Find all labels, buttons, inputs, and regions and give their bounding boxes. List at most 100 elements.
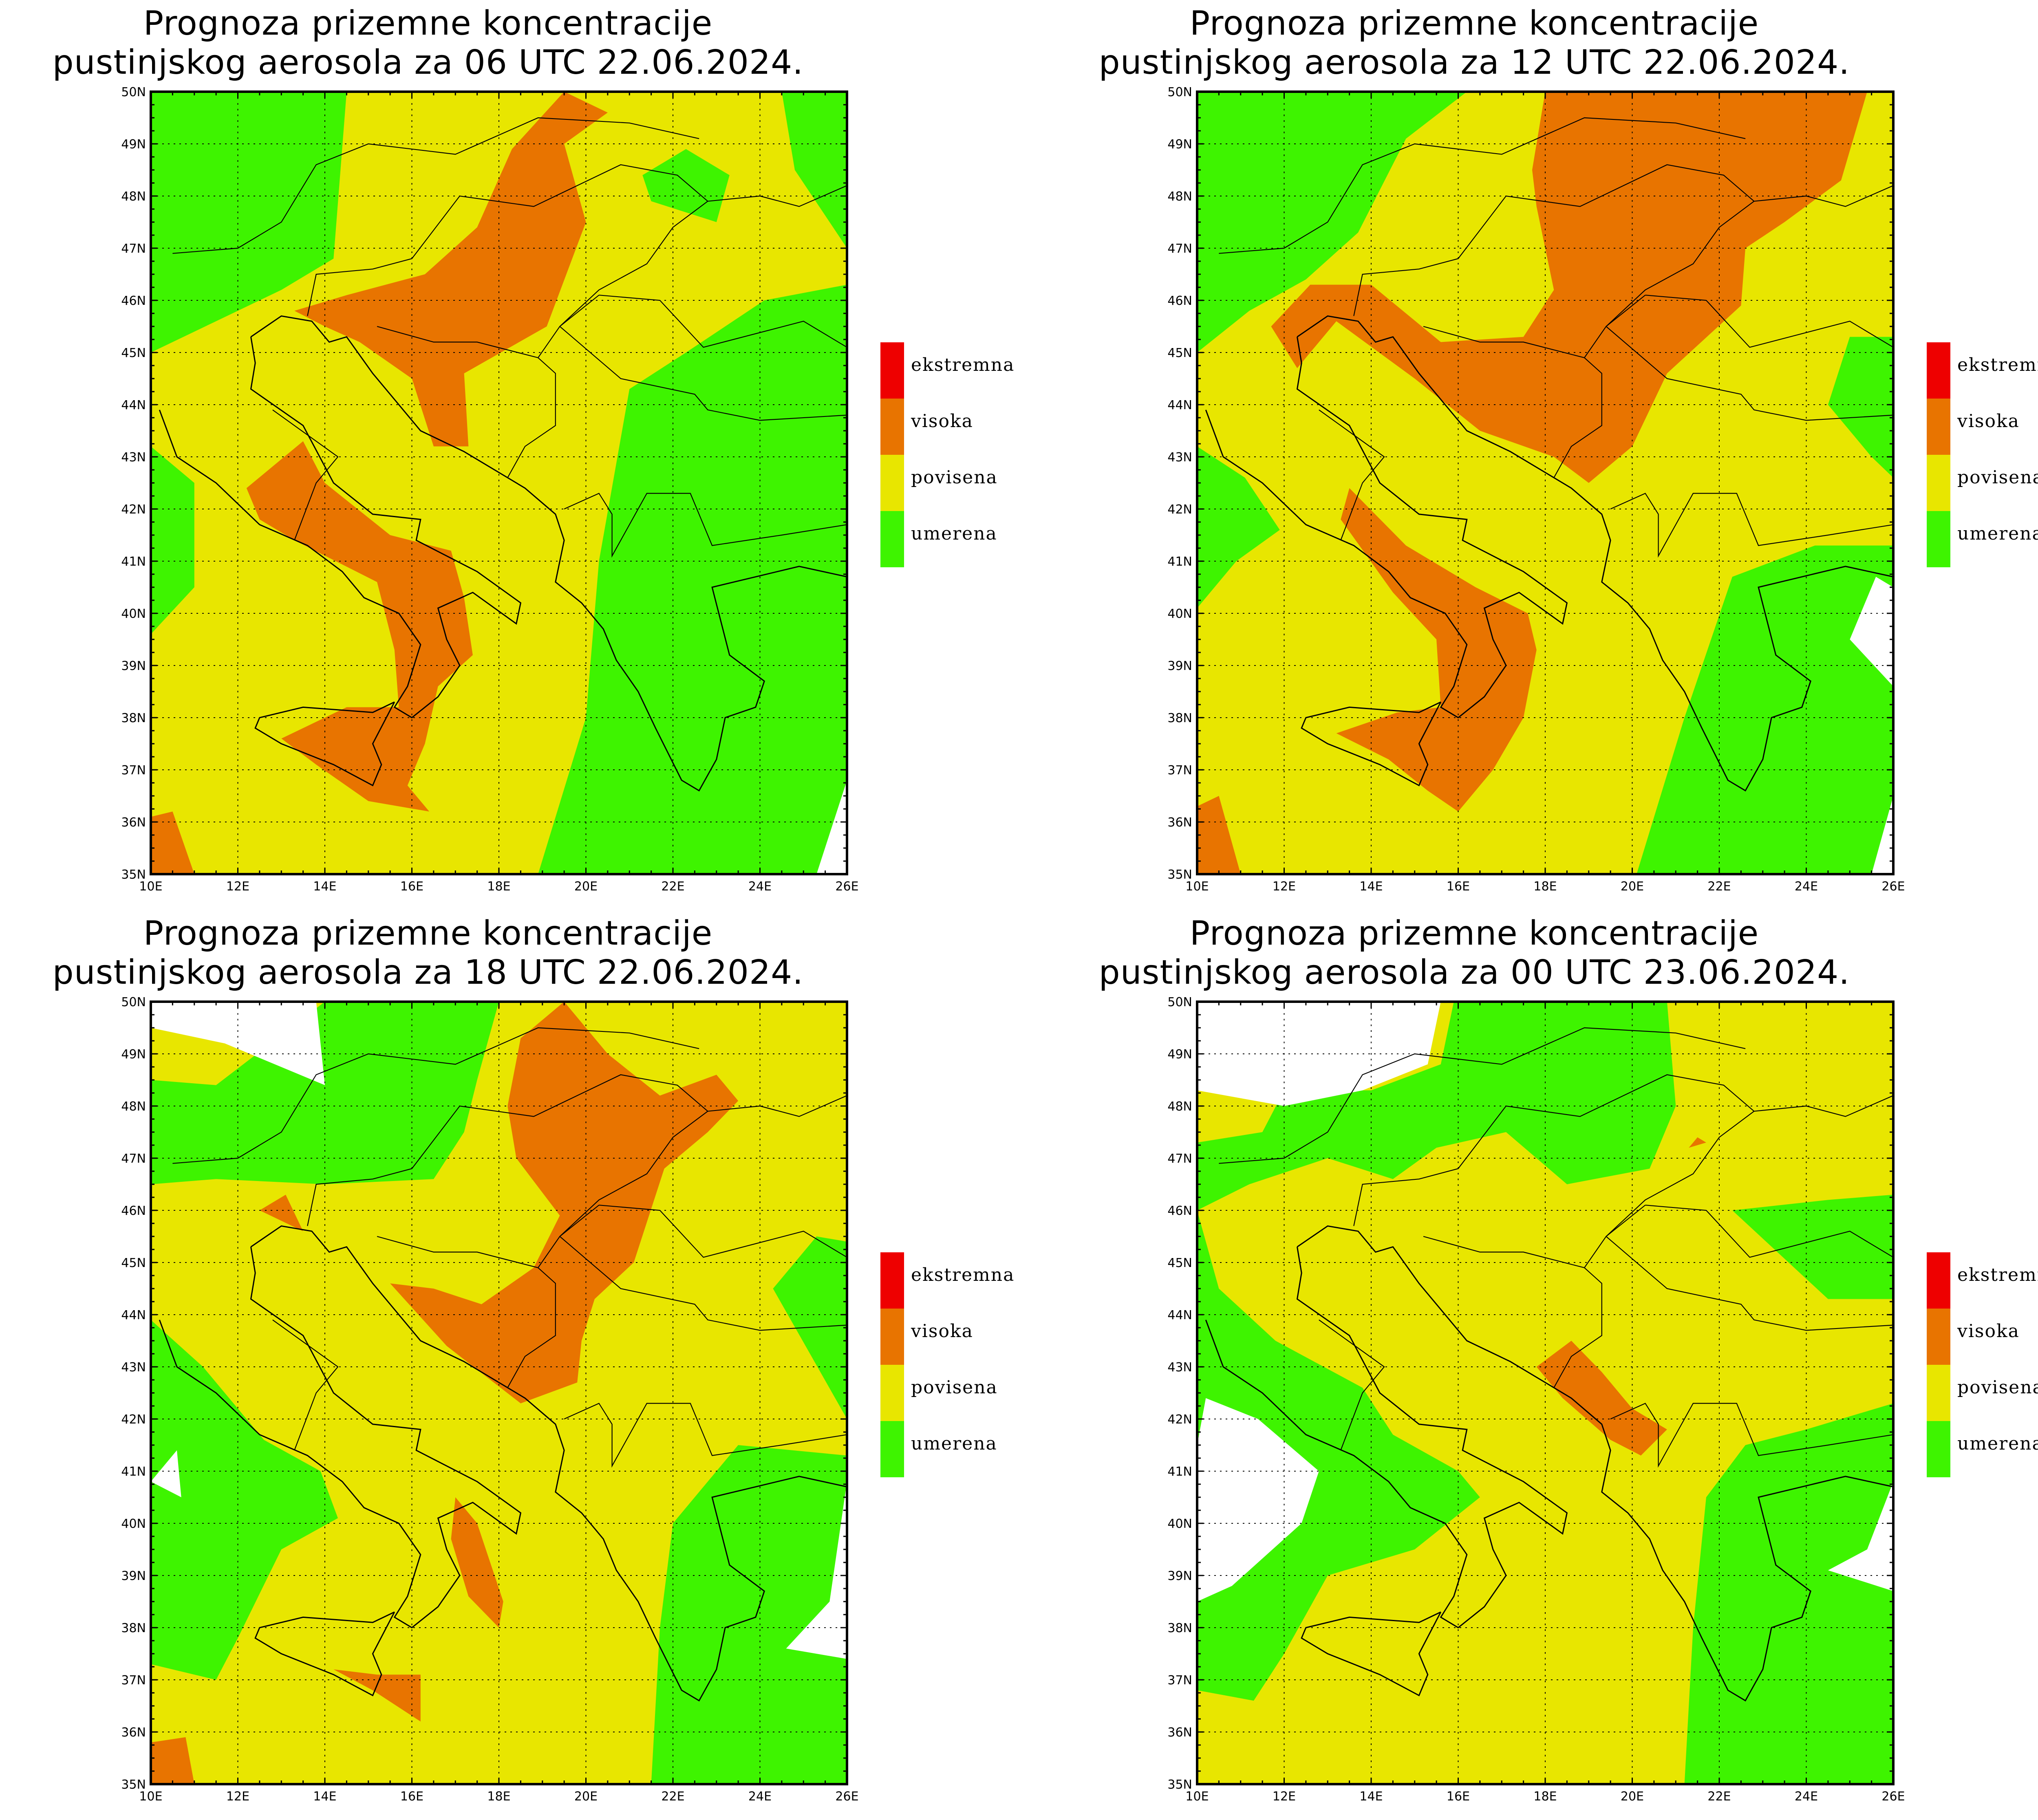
lon-tick-label: 24E	[1795, 1789, 1818, 1804]
no-data-region	[816, 780, 847, 874]
country-border	[599, 1205, 847, 1258]
country-border	[1606, 326, 1894, 421]
lat-tick-label: 48N	[1167, 189, 1192, 204]
lon-tick-label: 14E	[313, 1789, 336, 1804]
country-border	[1610, 1403, 1894, 1468]
legend-swatch-visoka	[880, 1309, 904, 1365]
legend-swatch-ekstremna	[880, 342, 904, 399]
lon-tick-label: 10E	[1185, 879, 1209, 894]
lon-tick-label: 12E	[226, 879, 249, 894]
lat-tick-label: 48N	[121, 189, 146, 204]
legend-swatch-ekstremna	[880, 1252, 904, 1309]
lon-tick-label: 14E	[1359, 879, 1383, 894]
lat-tick-label: 43N	[121, 450, 146, 465]
coastline	[1301, 1611, 1442, 1697]
lat-tick-label: 38N	[1167, 711, 1192, 725]
lat-tick-label: 38N	[1167, 1621, 1192, 1635]
lat-tick-label: 36N	[1167, 815, 1192, 830]
legend-swatch-visoka	[1927, 399, 1950, 455]
lat-tick-label: 47N	[121, 242, 146, 256]
map-panel-06utc: Prognoza prizemne koncentracije pustinjs…	[0, 0, 1046, 910]
map-plot-area: 10E 12E 14E 16E 18E 20E 22E 24E 26E 35N 36N 37N 38N 3…	[1167, 85, 1905, 894]
lat-tick-label: 39N	[1167, 659, 1192, 673]
title-line-1: Prognoza prizemne koncentracije	[143, 914, 713, 953]
country-border	[1319, 409, 1385, 541]
title-line-1: Prognoza prizemne koncentracije	[1189, 4, 1759, 43]
country-border	[272, 1319, 339, 1451]
lat-tick-label: 44N	[1167, 1308, 1192, 1322]
country-border	[1645, 1205, 1894, 1258]
lat-tick-label: 47N	[1167, 242, 1192, 256]
visoka-region	[246, 441, 473, 812]
coastline	[254, 1611, 395, 1697]
lat-tick-label: 42N	[1167, 1412, 1192, 1427]
legend-swatch-povisena	[1927, 455, 1950, 511]
title-line-2: pustinjskog aerosola za 00 UTC 23.06.202…	[1098, 953, 1850, 992]
lat-tick-label: 47N	[121, 1152, 146, 1166]
coastline	[250, 1225, 847, 1702]
visoka-region	[151, 811, 194, 874]
legend-label-umerena: umerena	[911, 523, 997, 544]
country-border	[559, 1236, 847, 1331]
lat-tick-label: 36N	[1167, 1725, 1192, 1740]
legend-swatch-povisena	[1927, 1365, 1950, 1421]
lat-tick-label: 40N	[1167, 607, 1192, 621]
lat-tick-label: 49N	[121, 1047, 146, 1062]
lon-tick-label: 22E	[1707, 879, 1731, 894]
no-data-region	[786, 1481, 847, 1659]
lon-tick-label: 20E	[1621, 1789, 1644, 1804]
lat-tick-label: 37N	[1167, 1673, 1192, 1688]
lon-tick-label: 18E	[487, 879, 510, 894]
lon-tick-label: 16E	[400, 1789, 423, 1804]
umerena-region	[1828, 337, 1893, 478]
visoka-region	[259, 1194, 303, 1232]
forecast-map: 10E 12E 14E 16E 18E 20E 22E 24E 26E 35N 36N 37N 38N 3…	[1167, 995, 1905, 1804]
lon-tick-label: 16E	[400, 879, 423, 894]
umerena-region	[151, 446, 194, 635]
lat-tick-label: 45N	[121, 346, 146, 360]
lon-tick-label: 16E	[1447, 879, 1470, 894]
lat-tick-label: 37N	[121, 763, 146, 778]
country-border	[1754, 1095, 1894, 1117]
umerena-region	[1197, 1002, 1676, 1210]
lat-tick-label: 38N	[121, 1621, 146, 1635]
lat-tick-label: 46N	[1167, 294, 1192, 308]
country-border	[708, 1095, 847, 1117]
lat-tick-label: 37N	[1167, 763, 1192, 778]
country-border	[507, 1267, 556, 1388]
lat-tick-label: 35N	[121, 1778, 146, 1792]
lat-tick-label: 43N	[1167, 1360, 1192, 1375]
legend-swatch-umerena	[880, 511, 904, 567]
visoka-region	[1536, 1341, 1667, 1456]
umerena-region	[1637, 545, 1893, 874]
country-border	[377, 295, 600, 359]
lat-tick-label: 42N	[1167, 502, 1192, 517]
lat-tick-label: 50N	[1167, 995, 1192, 1009]
country-border	[564, 1403, 847, 1468]
lat-tick-label: 37N	[121, 1673, 146, 1688]
lat-tick-label: 49N	[1167, 1047, 1192, 1062]
visoka-region	[390, 1002, 739, 1404]
lat-tick-label: 41N	[121, 555, 146, 569]
country-border	[599, 295, 847, 348]
legend-swatch-ekstremna	[1927, 1252, 1950, 1309]
coastline	[1297, 315, 1894, 792]
visoka-region	[451, 1497, 503, 1628]
legend-label-povisena: povisena	[1957, 467, 2038, 488]
map-panel-18utc: Prognoza prizemne koncentracije pustinjs…	[0, 910, 1046, 1820]
lat-tick-label: 46N	[1167, 1204, 1192, 1218]
coastline	[254, 701, 395, 787]
legend-label-umerena: umerena	[911, 1433, 997, 1454]
coastline	[1297, 1225, 1894, 1702]
country-border	[559, 326, 847, 421]
panel-title: Prognoza prizemne koncentracije pustinjs…	[1046, 4, 1902, 82]
lat-tick-label: 39N	[121, 659, 146, 673]
legend-label-ekstremna: ekstremna	[1957, 355, 2038, 375]
coastline	[159, 337, 522, 718]
lat-tick-label: 41N	[1167, 1465, 1192, 1479]
lon-tick-label: 24E	[748, 879, 772, 894]
visoka-region	[294, 92, 608, 447]
lon-tick-label: 20E	[574, 879, 598, 894]
umerena-region	[1197, 1210, 1480, 1701]
visoka-region	[1689, 1137, 1706, 1148]
